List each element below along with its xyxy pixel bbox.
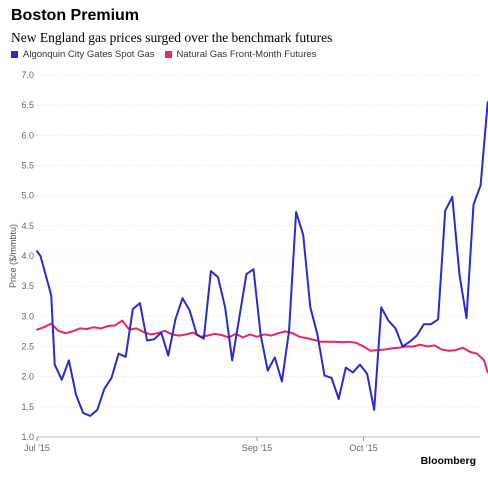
- y-tick-label: 3.0: [21, 311, 34, 321]
- legend-label-spot: Algonquin City Gates Spot Gas: [23, 49, 155, 60]
- y-tick-label: 6.0: [21, 130, 34, 140]
- y-tick-label: 5.5: [21, 161, 34, 171]
- series-line-spot: [36, 101, 488, 417]
- y-tick-label: 6.5: [21, 100, 34, 110]
- x-tick-label: Sep '15: [242, 443, 272, 453]
- y-tick-label: 4.5: [21, 221, 34, 231]
- y-tick-label: 3.5: [21, 281, 34, 291]
- y-tick-label: 1.5: [21, 402, 34, 412]
- series-line-futures: [36, 319, 488, 374]
- bloomberg-logo: Bloomberg: [420, 455, 476, 467]
- legend-item-spot[interactable]: Algonquin City Gates Spot Gas: [11, 49, 155, 60]
- y-axis-label: Price ($/mmbtu): [8, 224, 18, 288]
- x-tick-label: Jul '15: [24, 443, 50, 453]
- chart-legend: Algonquin City Gates Spot Gas Natural Ga…: [11, 49, 326, 60]
- x-tick-label: Oct '15: [349, 443, 377, 453]
- legend-label-futures: Natural Gas Front-Month Futures: [176, 49, 317, 60]
- legend-swatch-spot: [11, 51, 18, 58]
- y-tick-label: 2.0: [21, 372, 34, 382]
- legend-item-futures[interactable]: Natural Gas Front-Month Futures: [164, 49, 317, 60]
- y-tick-label: 1.0: [21, 432, 34, 442]
- y-tick-label: 7.0: [21, 70, 34, 80]
- y-tick-label: 5.0: [21, 191, 34, 201]
- y-tick-label: 2.5: [21, 342, 34, 352]
- y-tick-label: 4.0: [21, 251, 34, 261]
- chart-title: Boston Premium: [11, 7, 140, 24]
- chart-subtitle: New England gas prices surged over the b…: [11, 30, 333, 45]
- legend-swatch-futures: [164, 51, 172, 58]
